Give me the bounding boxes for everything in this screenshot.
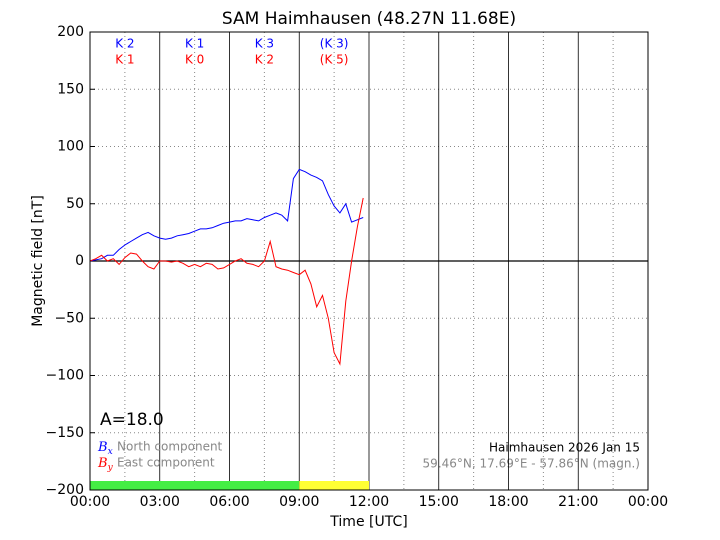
x-tick-label: 00:00 (628, 494, 668, 510)
x-tick-label: 00:00 (70, 494, 110, 510)
a-index: A=18.0 (100, 410, 164, 430)
y-tick-label: −150 (46, 425, 84, 441)
activity-band (90, 481, 300, 490)
k-index: K 3 (255, 37, 274, 51)
chart-title: SAM Haimhausen (48.27N 11.68E) (222, 9, 516, 29)
k-index: K 1 (115, 53, 134, 67)
y-tick-label: 100 (57, 139, 84, 155)
k-index: K 2 (115, 37, 134, 51)
y-tick-label: 50 (66, 196, 84, 212)
x-tick-label: 12:00 (349, 494, 389, 510)
x-tick-label: 09:00 (279, 494, 319, 510)
legend-symbol-sub: y (107, 463, 114, 473)
x-tick-label: 21:00 (558, 494, 598, 510)
k-index: K 0 (185, 53, 204, 67)
x-axis-label: Time [UTC] (329, 514, 407, 530)
x-tick-label: 18:00 (488, 494, 528, 510)
y-tick-label: 200 (57, 24, 84, 40)
legend-symbol: Bx (97, 440, 113, 457)
activity-band (299, 481, 369, 490)
data-line (89, 168, 364, 262)
y-tick-label: −200 (46, 482, 84, 498)
legend-label: East component (117, 456, 215, 470)
x-tick-label: 06:00 (209, 494, 249, 510)
legend-symbol-base: B (97, 440, 108, 455)
k-index: K 2 (255, 53, 274, 67)
x-tick-label: 15:00 (419, 494, 459, 510)
legend-symbol-base: B (97, 456, 108, 471)
y-axis-label: Magnetic field [nT] (30, 195, 46, 327)
legend-symbol-sub: x (108, 447, 113, 457)
coordinates: 59.46°N, 17.69°E - 57.86°N (magn.) (423, 457, 640, 471)
x-tick-label: 03:00 (140, 494, 180, 510)
plot-frame (89, 31, 649, 491)
y-tick-label: −100 (46, 368, 84, 384)
legend-label: North component (117, 440, 223, 454)
y-tick-label: −50 (54, 310, 84, 326)
data-line (89, 197, 364, 366)
k-index: K 1 (185, 37, 204, 51)
k-index: (K 3) (320, 37, 349, 51)
y-tick-label: 150 (57, 81, 84, 97)
k-index: (K 5) (320, 53, 349, 67)
station-date: Haimhausen 2026 Jan 15 (489, 441, 640, 455)
legend-symbol: By (97, 456, 114, 473)
y-tick-label: 0 (75, 253, 84, 269)
